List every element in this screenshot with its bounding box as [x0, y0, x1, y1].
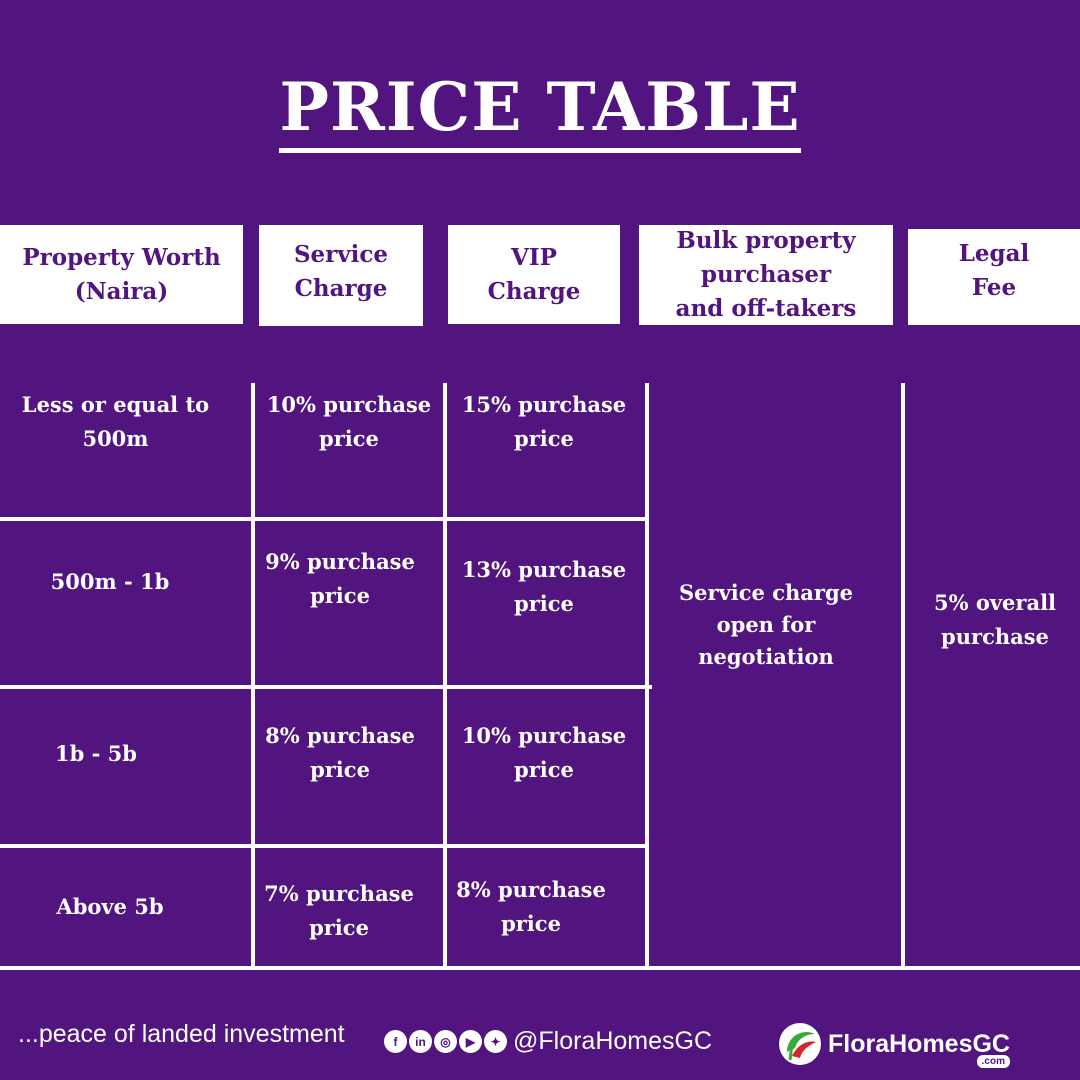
footer-tagline: ...peace of landed investment: [18, 1020, 345, 1048]
youtube-icon[interactable]: ▶: [459, 1030, 482, 1053]
page-title: PRICE TABLE: [0, 68, 1080, 153]
header-property-worth: Property Worth (Naira): [0, 225, 243, 324]
grid-line-horizontal-1: [0, 517, 648, 521]
social-handle[interactable]: @FloraHomesGC: [513, 1027, 713, 1055]
grid-line-vertical-1: [251, 383, 255, 968]
instagram-icon[interactable]: ◎: [434, 1030, 457, 1053]
table-cell-vip: 13% purchase price: [461, 557, 627, 616]
brand-logo: FloraHomesGC .com: [768, 1008, 1016, 1080]
table-cell-vip: 8% purchase price: [456, 877, 606, 936]
grid-line-vertical-4: [901, 383, 905, 968]
grid-line-bottom: [0, 966, 1080, 970]
grid-line-vertical-2: [443, 383, 447, 968]
header-legal-fee: Legal Fee: [908, 229, 1080, 325]
grid-line-vertical-3: [645, 383, 649, 968]
facebook-icon[interactable]: f: [384, 1030, 407, 1053]
grid-line-horizontal-2: [0, 685, 652, 689]
linkedin-icon[interactable]: in: [409, 1030, 432, 1053]
table-cell-worth: 1b - 5b: [55, 741, 137, 766]
social-links: f in ◎ ▶ ✦ @FloraHomesGC: [384, 1027, 712, 1056]
grid-line-horizontal-3: [0, 844, 645, 848]
twitter-icon[interactable]: ✦: [484, 1030, 507, 1053]
logo-wordmark: FloraHomesGC .com: [828, 1029, 1010, 1068]
table-cell-vip: 15% purchase price: [461, 392, 627, 451]
table-cell-worth: 500m - 1b: [50, 569, 170, 594]
header-service-charge: Service Charge: [259, 225, 423, 326]
table-cell-service: 10% purchase price: [266, 392, 432, 451]
legal-fee-note: 5% overall purchase: [933, 590, 1057, 649]
table-cell-service: 8% purchase price: [265, 723, 415, 782]
table-cell-service: 7% purchase price: [264, 881, 414, 940]
table-cell-worth: Less or equal to 500m: [21, 392, 210, 451]
header-bulk-purchaser: Bulk property purchaser and off-takers: [639, 225, 893, 325]
flora-leaf-icon: [779, 1023, 821, 1065]
table-cell-worth: Above 5b: [56, 894, 164, 919]
logo-suffix: .com: [976, 1054, 1010, 1068]
table-cell-vip: 10% purchase price: [461, 723, 627, 782]
header-vip-charge: VIP Charge: [448, 225, 620, 324]
bulk-purchaser-note: Service charge open for negotiation: [679, 580, 853, 669]
table-cell-service: 9% purchase price: [265, 549, 415, 608]
